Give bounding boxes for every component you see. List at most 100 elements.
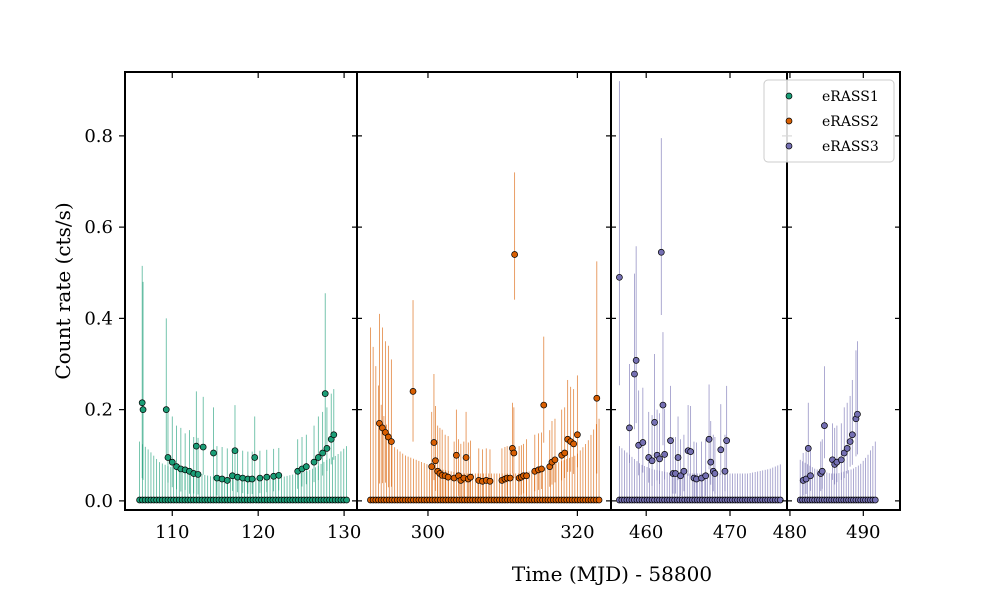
data-point — [687, 448, 694, 455]
data-point — [648, 457, 656, 465]
data-point — [674, 454, 682, 461]
legend-marker-erass1 — [785, 92, 793, 100]
data-point — [551, 456, 559, 464]
data-point — [453, 451, 460, 459]
data-point — [388, 438, 395, 445]
x-tick-label: 490 — [846, 522, 880, 543]
data-point — [192, 442, 200, 450]
data-point — [248, 475, 256, 483]
data-point — [382, 429, 389, 436]
data-point — [804, 445, 812, 452]
data-point — [430, 439, 438, 446]
y-tick-label: 0.4 — [84, 308, 113, 329]
data-point — [314, 454, 322, 461]
legend-marker-erass2 — [785, 117, 793, 125]
data-point — [523, 472, 530, 480]
data-point — [721, 467, 729, 475]
data-point — [321, 390, 329, 398]
data-point — [656, 455, 663, 463]
data-point — [510, 449, 518, 457]
data-point — [223, 476, 231, 484]
data-point — [616, 273, 623, 281]
data-point — [231, 447, 239, 455]
data-point — [467, 473, 474, 481]
data-point — [540, 401, 548, 409]
axes: 110 120 130 0.0 0.2 0.4 0.6 0.8 300 320 460 470 480 4… — [84, 72, 900, 543]
data-point — [574, 431, 581, 439]
data-point — [168, 458, 176, 466]
data-point — [302, 463, 310, 471]
data-point — [837, 456, 845, 464]
x-tick-label: 460 — [629, 522, 663, 543]
data-point — [821, 422, 828, 429]
data-point — [677, 472, 684, 480]
panel-1 — [136, 265, 350, 504]
data-point — [432, 457, 439, 465]
data-point — [162, 406, 170, 413]
data-point — [871, 496, 879, 504]
data-point — [444, 473, 452, 481]
data-point — [702, 472, 710, 480]
data-point — [723, 437, 731, 444]
y-tick-label: 0.6 — [84, 217, 113, 238]
data-point — [210, 449, 217, 457]
panel-4 — [796, 341, 879, 504]
legend-marker-erass3 — [785, 142, 793, 150]
x-tick-label: 320 — [560, 522, 594, 543]
data-point — [632, 357, 640, 364]
x-tick-label: 300 — [411, 522, 445, 543]
y-tick-label: 0.0 — [84, 491, 113, 512]
x-tick-label: 110 — [155, 522, 189, 543]
chart-marks — [136, 81, 879, 504]
data-point — [379, 424, 386, 432]
data-point — [428, 463, 436, 471]
data-point — [846, 438, 854, 445]
data-point — [651, 419, 658, 426]
data-point — [506, 474, 514, 482]
data-point — [561, 449, 569, 457]
data-point — [631, 370, 638, 378]
data-point — [256, 474, 264, 482]
legend-label-erass1: eRASS1 — [822, 89, 879, 105]
y-tick-label: 0.2 — [84, 400, 113, 421]
data-point — [194, 471, 202, 478]
data-point — [802, 475, 810, 483]
data-point — [570, 440, 577, 448]
data-point — [717, 446, 725, 454]
data-point — [707, 458, 715, 466]
data-point — [807, 472, 814, 480]
panel-3 — [616, 81, 784, 504]
data-point — [848, 431, 856, 439]
panel-frames — [124, 71, 901, 511]
x-tick-label: 480 — [773, 522, 807, 543]
data-point — [657, 248, 665, 256]
data-point — [705, 435, 713, 443]
x-axis-label: Time (MJD) - 58800 — [512, 562, 712, 586]
data-point — [462, 454, 470, 461]
x-tick-label: 130 — [327, 522, 361, 543]
data-point — [323, 445, 331, 452]
data-point — [376, 419, 383, 427]
data-point — [409, 388, 417, 395]
data-point — [385, 433, 392, 441]
data-point — [486, 477, 494, 485]
data-point — [843, 445, 851, 452]
data-point — [680, 467, 688, 475]
data-point — [818, 467, 826, 475]
data-point — [139, 406, 147, 413]
panel-2 — [367, 172, 603, 504]
data-point — [319, 449, 326, 457]
legend-label-erass3: eRASS3 — [822, 139, 879, 155]
data-point — [275, 471, 283, 479]
x-tick-label: 470 — [713, 522, 747, 543]
y-axis-label: Count rate (cts/s) — [51, 202, 75, 379]
data-point — [711, 470, 719, 477]
data-point — [164, 454, 172, 461]
data-point — [199, 443, 207, 451]
legend: eRASS1 eRASS2 eRASS3 — [763, 79, 895, 163]
data-point — [626, 424, 633, 432]
data-point — [330, 431, 338, 439]
data-point — [263, 473, 271, 481]
data-point — [538, 465, 545, 473]
